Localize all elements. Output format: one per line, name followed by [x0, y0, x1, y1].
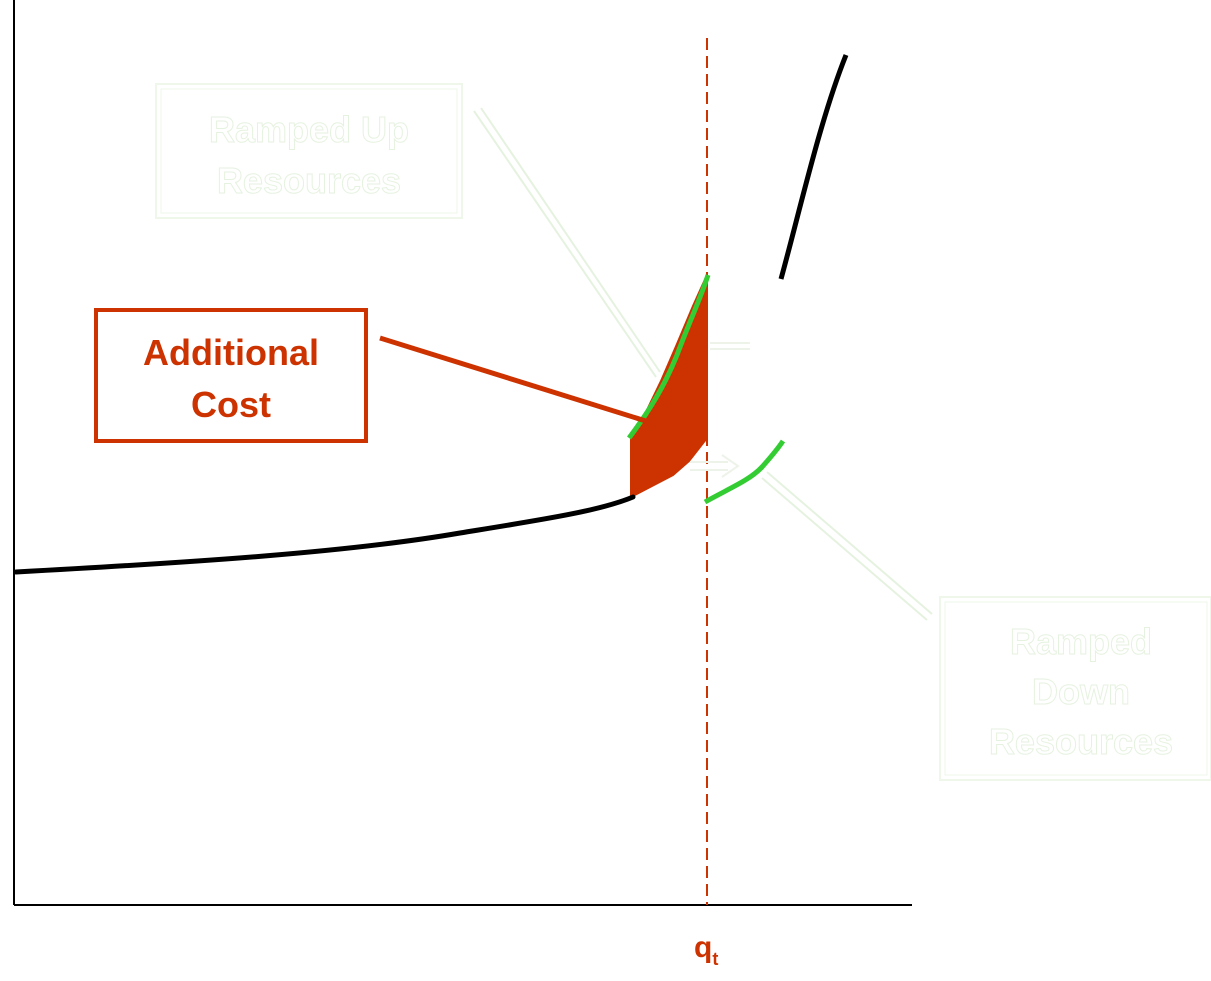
- ramped-up-box: [155, 83, 463, 219]
- additional-cost-line2: Cost: [191, 384, 271, 425]
- ramped-up-box-inner: [160, 88, 458, 214]
- ramped-down-line1: Ramped: [1010, 621, 1152, 662]
- additional-cost-box: [94, 308, 368, 443]
- ramped-up-pointer: [473, 107, 661, 378]
- ramped-up-line2: Resources: [217, 160, 401, 201]
- supply-curve-base: [13, 494, 636, 575]
- supply-curve-upper: [778, 54, 849, 280]
- ramped-down-box: [939, 596, 1211, 781]
- threshold-label: qt: [694, 931, 718, 969]
- threshold-label-main: q: [694, 931, 712, 964]
- ramped-up-curve: [626, 274, 711, 440]
- ramped-down-line2: Down: [1032, 671, 1130, 712]
- additional-cost-pointer: [379, 335, 650, 425]
- additional-cost-line1: Additional: [143, 332, 319, 373]
- ramp-arrow-hints: [690, 342, 750, 478]
- ramped-down-line3: Resources: [989, 721, 1173, 762]
- ramped-up-line1: Ramped Up: [209, 109, 409, 150]
- ramped-down-box-inner: [944, 601, 1208, 776]
- threshold-label-sub: t: [712, 949, 718, 969]
- ramped-down-curve: [703, 439, 786, 505]
- ramped-down-pointer: [761, 471, 933, 621]
